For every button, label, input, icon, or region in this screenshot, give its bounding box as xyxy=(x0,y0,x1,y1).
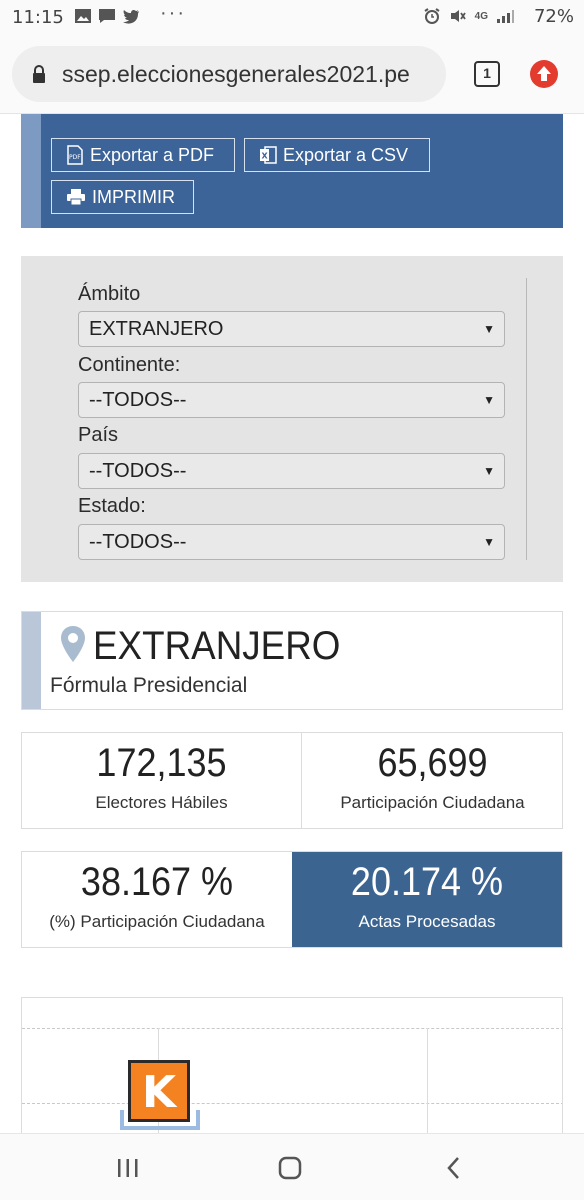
stat-participacion: 65,699 Participación Ciudadana xyxy=(303,733,562,828)
mute-icon xyxy=(450,10,466,22)
more-notifications-icon: ··· xyxy=(160,2,186,24)
pais-select[interactable]: --TODOS-- ▼ xyxy=(78,453,505,489)
stat-value: 172,135 xyxy=(96,741,227,785)
lock-icon xyxy=(33,65,45,83)
candidate-bar-top xyxy=(120,1110,200,1130)
image-icon xyxy=(75,9,91,23)
signal-icon xyxy=(497,10,514,23)
system-icons: 4G xyxy=(423,8,514,24)
dropdown-caret-icon: ▼ xyxy=(483,322,495,336)
alarm-icon xyxy=(424,8,440,24)
location-title: EXTRANJERO xyxy=(93,624,341,668)
twitter-icon xyxy=(123,9,139,24)
back-icon[interactable] xyxy=(440,1154,468,1182)
printer-icon xyxy=(67,189,85,206)
ambito-value: EXTRANJERO xyxy=(89,318,224,340)
continente-value: --TODOS-- xyxy=(89,389,187,411)
stat-label: Actas Procesadas xyxy=(358,912,496,931)
svg-text:X: X xyxy=(262,152,269,161)
home-icon[interactable] xyxy=(276,1154,304,1182)
stat-electores-habiles: 172,135 Electores Hábiles xyxy=(22,733,302,828)
dropdown-caret-icon: ▼ xyxy=(483,464,495,478)
chart-gridline xyxy=(22,1103,562,1104)
stat-value: 38.167 % xyxy=(80,860,234,904)
update-button[interactable] xyxy=(530,60,558,88)
estado-value: --TODOS-- xyxy=(89,531,187,553)
battery-level: 72% xyxy=(533,6,574,27)
message-icon xyxy=(99,9,115,23)
arrow-up-icon xyxy=(537,66,551,81)
chart-vertical-gridline xyxy=(427,1028,428,1137)
pais-value: --TODOS-- xyxy=(89,460,187,482)
recent-apps-icon[interactable] xyxy=(114,1154,142,1182)
location-subtitle: Fórmula Presidencial xyxy=(50,674,248,697)
stats-row-percentages: 38.167 % (%) Participación Ciudadana 20.… xyxy=(21,851,563,948)
export-pdf-button[interactable]: PDF Exportar a PDF xyxy=(51,138,235,172)
panel-accent-stripe xyxy=(21,114,41,228)
location-header-card: EXTRANJERO Fórmula Presidencial xyxy=(21,611,563,710)
network-type: 4G xyxy=(474,10,488,22)
export-pdf-label: Exportar a PDF xyxy=(90,144,215,165)
export-panel: PDF Exportar a PDF X Exportar a CSV IMPR… xyxy=(21,114,563,228)
stat-actas-procesadas: 20.174 % Actas Procesadas xyxy=(292,852,562,947)
export-csv-button[interactable]: X Exportar a CSV xyxy=(244,138,430,172)
system-nav-bar xyxy=(0,1133,584,1200)
estado-select[interactable]: --TODOS-- ▼ xyxy=(78,524,505,560)
stat-label: Participación Ciudadana xyxy=(340,793,525,812)
party-logo-icon: K xyxy=(128,1060,190,1122)
status-bar: 11:15 ··· 4G 72% xyxy=(0,0,584,36)
export-csv-label: Exportar a CSV xyxy=(283,144,409,165)
url-text[interactable]: ssep.eleccionesgenerales2021.pe xyxy=(62,61,410,87)
dropdown-caret-icon: ▼ xyxy=(483,535,495,549)
results-chart: K xyxy=(21,997,563,1137)
print-label: IMPRIMIR xyxy=(92,186,175,207)
chart-gridline xyxy=(22,1028,562,1029)
browser-toolbar: ssep.eleccionesgenerales2021.pe 1 xyxy=(0,36,584,114)
svg-text:PDF: PDF xyxy=(69,154,81,161)
excel-file-icon: X xyxy=(260,146,277,164)
map-pin-icon xyxy=(61,626,85,662)
ambito-label: Ámbito xyxy=(78,283,141,305)
ambito-select[interactable]: EXTRANJERO ▼ xyxy=(78,311,505,347)
party-logo-letter: K xyxy=(141,1067,177,1118)
clock: 11:15 xyxy=(12,7,64,28)
stats-row-electores: 172,135 Electores Hábiles 65,699 Partici… xyxy=(21,732,563,829)
continente-label: Continente: xyxy=(78,354,181,376)
stat-value: 65,699 xyxy=(377,741,488,785)
notification-icons xyxy=(74,8,140,24)
continente-select[interactable]: --TODOS-- ▼ xyxy=(78,382,505,418)
tab-switcher-button[interactable]: 1 xyxy=(474,61,500,87)
dropdown-caret-icon: ▼ xyxy=(483,393,495,407)
card-accent-stripe xyxy=(22,612,41,709)
pdf-file-icon: PDF xyxy=(67,145,83,165)
filter-panel: Ámbito EXTRANJERO ▼ Continente: --TODOS-… xyxy=(21,256,563,582)
print-button[interactable]: IMPRIMIR xyxy=(51,180,194,214)
pais-label: País xyxy=(78,424,119,446)
stat-label: (%) Participación Ciudadana xyxy=(49,912,265,931)
stat-label: Electores Hábiles xyxy=(95,793,228,812)
stat-participacion-pct: 38.167 % (%) Participación Ciudadana xyxy=(22,852,292,947)
panel-divider xyxy=(526,278,527,560)
url-bar[interactable]: ssep.eleccionesgenerales2021.pe xyxy=(12,46,446,102)
estado-label: Estado: xyxy=(78,495,146,517)
stat-value: 20.174 % xyxy=(350,860,504,904)
